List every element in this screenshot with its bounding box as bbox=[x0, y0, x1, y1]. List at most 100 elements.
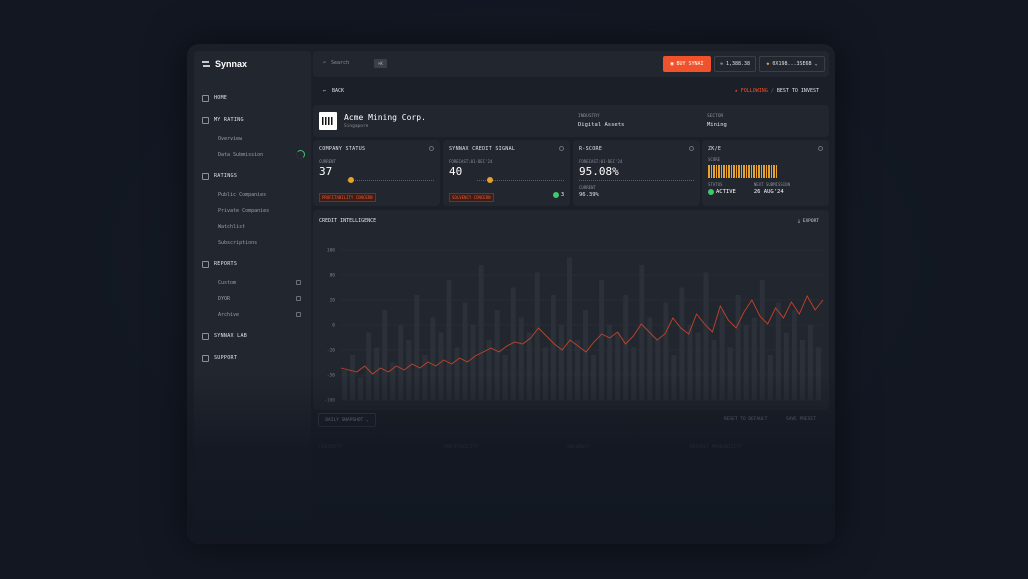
sidebar-item-label: DYOR bbox=[218, 296, 231, 302]
buy-synai-button[interactable]: ▣ BUY SYNAI bbox=[663, 56, 711, 72]
check-icon bbox=[708, 189, 714, 195]
next-label: NEXT SUBMISSION bbox=[753, 182, 790, 187]
company-logo bbox=[319, 112, 337, 130]
sidebar-item-custom[interactable]: Custom bbox=[194, 275, 311, 291]
section-profitability: PROFITABILITY bbox=[443, 445, 479, 450]
status-badge: SOLVENCY CONCERN bbox=[449, 193, 494, 202]
chart-title: CREDIT INTELLIGENCE bbox=[319, 218, 377, 224]
sidebar-item-dyor[interactable]: DYOR bbox=[194, 291, 311, 307]
company-header: Acme Mining Corp. Singapore INDUSTRY Digi… bbox=[313, 105, 829, 137]
score-bar bbox=[735, 165, 737, 178]
chart-bar bbox=[775, 302, 781, 400]
breadcrumb: ★ FOLLOWING / BEST TO INVEST bbox=[735, 88, 819, 94]
lab-icon bbox=[202, 332, 209, 340]
score-bar bbox=[775, 165, 777, 178]
score-bar bbox=[725, 165, 727, 178]
sidebar-item-watchlist[interactable]: Watchlist bbox=[218, 224, 246, 230]
info-icon[interactable] bbox=[689, 146, 694, 151]
sidebar-item-private-companies[interactable]: Private Companies bbox=[218, 208, 270, 214]
sidebar-item-label: SUPPORT bbox=[214, 355, 238, 361]
sidebar-item-overview[interactable]: Overview bbox=[218, 136, 243, 142]
score-bar bbox=[723, 165, 725, 178]
zk-status: STATUS ACTIVE bbox=[708, 182, 736, 195]
back-button[interactable]: ← BACK bbox=[323, 88, 344, 94]
export-button[interactable]: ⤓ EXPORT bbox=[798, 218, 819, 224]
chart-bar bbox=[542, 347, 548, 400]
sidebar-item-support[interactable]: SUPPORT bbox=[194, 347, 311, 369]
company-location: Singapore bbox=[344, 124, 369, 129]
sector-label: SECTOR bbox=[707, 114, 724, 119]
chart-bar bbox=[599, 280, 605, 400]
chart-bar bbox=[607, 325, 613, 400]
chart-bar bbox=[414, 295, 420, 400]
progress-spinner-icon bbox=[296, 150, 305, 159]
sidebar-item-home[interactable]: HOME bbox=[194, 87, 311, 109]
chart-bar bbox=[366, 332, 372, 400]
token-balance[interactable]: ≈ 1,388.38 bbox=[714, 56, 756, 72]
score-bars bbox=[708, 165, 823, 178]
r-score-card: R-SCORE FORECAST:01-DEC'24 95.08% CURREN… bbox=[573, 140, 700, 206]
gauge-marker bbox=[348, 177, 354, 183]
chart-bar bbox=[615, 332, 621, 400]
next-value: 26 AUG'24 bbox=[753, 189, 784, 195]
sidebar-item-subscriptions[interactable]: Subscriptions bbox=[218, 240, 258, 246]
reset-to-default-button[interactable]: RESET TO DEFAULT bbox=[724, 417, 768, 422]
token-icon: ≈ bbox=[719, 61, 726, 67]
sidebar-item-data-submission[interactable]: Data Submission bbox=[194, 147, 311, 163]
star-icon: ★ bbox=[734, 88, 741, 94]
card-title: ZK/E bbox=[708, 146, 722, 152]
card-title: COMPANY STATUS bbox=[319, 146, 366, 152]
check-icon bbox=[552, 192, 559, 198]
chart-bar bbox=[502, 355, 508, 400]
breadcrumb-following[interactable]: FOLLOWING bbox=[740, 88, 768, 94]
wallet-selector[interactable]: ◆ 0X198...3SE6B ⌄ bbox=[759, 56, 825, 72]
sidebar-item-reports[interactable]: REPORTS bbox=[194, 253, 311, 275]
chart-bar bbox=[711, 340, 717, 400]
score-bar bbox=[753, 165, 755, 178]
card-value: 37 bbox=[319, 165, 333, 178]
search-input[interactable]: ⌕ Search bbox=[323, 60, 349, 66]
buy-label: BUY SYNAI bbox=[676, 61, 704, 67]
y-tick-label: -100 bbox=[324, 398, 335, 404]
export-label: EXPORT bbox=[802, 219, 819, 224]
sidebar-item-my-rating[interactable]: MY RATING bbox=[194, 109, 311, 131]
search-shortcut-badge: ⌘K bbox=[374, 59, 387, 68]
save-preset-button[interactable]: SAVE PRESET bbox=[786, 417, 816, 422]
chart-bar bbox=[518, 317, 524, 400]
breadcrumb-best-to-invest[interactable]: BEST TO INVEST bbox=[776, 88, 819, 94]
rating-icon bbox=[202, 116, 209, 124]
industry-label: INDUSTRY bbox=[578, 114, 600, 119]
status-value-wrap: ACTIVE bbox=[708, 189, 736, 195]
sidebar-item-ratings[interactable]: RATINGS bbox=[194, 165, 311, 187]
chart-bar bbox=[374, 347, 380, 400]
chart-bar bbox=[534, 272, 540, 400]
info-icon[interactable] bbox=[559, 146, 564, 151]
info-icon[interactable] bbox=[818, 146, 823, 151]
sidebar-item-synnax-lab[interactable]: SYNNAX LAB bbox=[194, 325, 311, 347]
chart-bar bbox=[807, 325, 813, 400]
chart-bar bbox=[583, 310, 589, 400]
card-label: FORECAST:01-DEC'24 bbox=[579, 159, 623, 164]
score-bar bbox=[773, 165, 775, 178]
chart-bar bbox=[671, 355, 677, 400]
chart-bar bbox=[398, 325, 404, 400]
sidebar-item-archive[interactable]: Archive bbox=[194, 307, 311, 323]
chart-bar bbox=[358, 377, 364, 400]
sidebar-item-public-companies[interactable]: Public Companies bbox=[218, 192, 267, 198]
info-icon[interactable] bbox=[429, 146, 434, 151]
sidebar-item-label: REPORTS bbox=[214, 261, 238, 267]
divider bbox=[579, 180, 694, 181]
industry-value: Digital Assets bbox=[578, 122, 625, 128]
current-label: CURRENT bbox=[579, 185, 596, 190]
chart-bar bbox=[695, 332, 701, 400]
download-icon: ⤓ bbox=[798, 219, 803, 224]
brand-logo[interactable]: Synnax bbox=[201, 59, 247, 69]
chart-bar bbox=[631, 347, 637, 400]
sidebar-item-label: MY RATING bbox=[214, 117, 244, 123]
status-badge: PROFITABILITY CONCERN bbox=[319, 193, 376, 202]
score-bar bbox=[720, 165, 722, 178]
daily-snapshot-select[interactable]: DAILY SNAPSHOT ⌄ bbox=[318, 413, 376, 427]
ratings-icon bbox=[202, 172, 209, 180]
score-bar bbox=[738, 165, 740, 178]
signal-count: 3 bbox=[552, 192, 564, 198]
